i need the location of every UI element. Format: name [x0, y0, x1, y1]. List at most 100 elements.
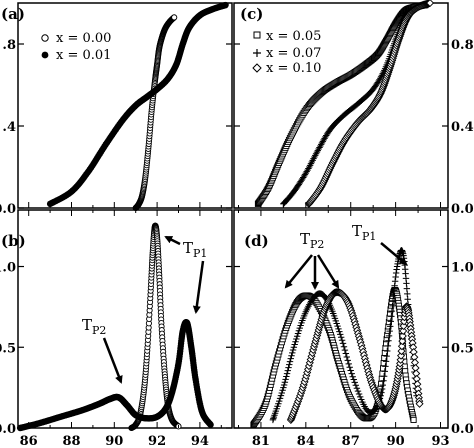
panel-d-series-1-point [292, 338, 299, 345]
panel-c-series-1-point [306, 163, 313, 171]
panel-d-series-2-point [415, 399, 424, 408]
legend-a-entry-1: x = 0.01 [56, 48, 111, 63]
panel-d-series-1-point [385, 337, 392, 344]
panel-d-series-1-point [289, 349, 296, 357]
panel-d-series-2-point [397, 347, 406, 356]
panel-d-x-tick-label: 87 [342, 434, 360, 448]
annotation-d-tp1-sub: P1 [362, 230, 376, 243]
legend-a-open-circle-marker [41, 34, 49, 42]
panel-d-series-1-point [346, 364, 353, 371]
panel-b-series-1-point [207, 421, 214, 428]
panel-d-series-1-point [270, 415, 277, 422]
panel-d-series-1-point [283, 370, 291, 377]
panel-d-series-1-point [354, 387, 362, 395]
panel-d-series-1-point [295, 327, 303, 334]
panel-d-series-1-point [347, 367, 354, 374]
panel-d-series-1-point [391, 282, 398, 289]
panel-b-x-tick-label: 90 [105, 434, 123, 448]
panel-d-series-1-point [352, 382, 360, 389]
panel-d-series-1-point [277, 392, 285, 399]
annotation-b-tp2: TP2 [82, 316, 123, 384]
legend-c-entry-2: x = 0.10 [266, 61, 321, 76]
panel-d-series-1-point [336, 328, 343, 335]
panel-d-series-1-point [372, 405, 380, 412]
panel-d-series-1-point [288, 352, 295, 359]
panel-d-series-1-point [342, 350, 350, 357]
panel-d-series-1-point [333, 320, 340, 327]
panel-d-series-1-point [340, 343, 348, 350]
panel-d-series-1-point [280, 384, 287, 391]
panel-b-x-tick-label: 94 [191, 434, 209, 448]
annotation-b-tp2-arrow [102, 337, 123, 384]
panel-d-series-2-point [399, 326, 408, 335]
panel-d-series-1-point [384, 347, 391, 355]
panel-d-series-2-point [397, 342, 406, 351]
panel-d-series-1-point [275, 400, 282, 407]
panel-d-label: (d) [244, 232, 269, 250]
panel-d-series-1-point [348, 370, 355, 377]
panel-d-x-tick-label: 90 [387, 434, 405, 448]
annotation-b-tp2-text: T [82, 316, 92, 334]
panel-c-series-1-point [377, 73, 385, 80]
panel-d-series-1-point [404, 290, 411, 298]
panel-b-x-tick-label: 88 [62, 434, 80, 448]
panel-d-series-1-point [335, 325, 342, 333]
annotation-b-tp1-arrow-upper [164, 235, 181, 246]
legend-c-open-diamond-marker [252, 63, 262, 73]
panel-b-y-tick-label: 1.0 [0, 261, 16, 276]
annotation-b-tp2-sub: P2 [92, 324, 106, 337]
panel-d-series-1-point [345, 360, 352, 368]
panel-d-y-tick-label: 0.5 [451, 341, 474, 356]
panel-d-series-1-point [387, 318, 394, 325]
panel-d-series-1-point [351, 379, 358, 386]
panel-d-series-1-point [384, 342, 392, 350]
panel-d-series-1-point [389, 297, 397, 304]
panel-d-series-1-point [281, 379, 289, 386]
panel-d-frame [233, 209, 449, 429]
panel-d-y-tick-label: 0.0 [451, 422, 474, 437]
panel-d-series-1-point [294, 330, 302, 337]
panel-d-series-1 [269, 247, 420, 424]
panel-d-series-1-point [278, 389, 285, 397]
panel-d-series-1-point [388, 313, 395, 320]
panel-d-series-1-point [391, 278, 399, 285]
panel-d-series-1-point [338, 337, 346, 344]
panel-d-series-1-point [337, 331, 344, 338]
panel-d-series-1-point [386, 327, 393, 335]
legend-a-entry-0: x = 0.00 [56, 31, 111, 46]
panel-a-series-1 [46, 1, 229, 208]
legend-c-entry-1: x = 0.07 [266, 46, 321, 61]
panel-d-series-1-point [381, 368, 388, 375]
panel-c-y-tick-label: 0.4 [451, 120, 474, 135]
panel-d-series-1-point [280, 381, 288, 389]
panel-c-y-tick-label: 0.0 [451, 202, 474, 217]
panel-d-series-1-point [378, 385, 386, 393]
panel-d-series-1-point [390, 287, 398, 294]
panel-d-x-tick-label: 93 [431, 434, 449, 448]
panel-d-series-1-point [291, 341, 298, 348]
annotation-d-tp1: TP1 [352, 222, 408, 266]
panel-c-series-2-point [426, 0, 435, 8]
panel-d-series-1-point [379, 381, 387, 389]
panel-a-series-1-point [222, 1, 229, 9]
panel-d-series-1-point [388, 307, 396, 315]
panel-d-series-1-point [285, 364, 292, 371]
legend-panel-c: x = 0.05 x = 0.07 x = 0.10 [252, 29, 321, 76]
panel-d-series-1-point [392, 273, 399, 281]
panel-d-series-1-point [404, 295, 411, 303]
panel-a-y-tick-label: .4 [2, 120, 16, 135]
panel-d-series-1-point [356, 393, 364, 401]
panel-b-frame [17, 209, 233, 429]
panel-d-series-1-point [276, 395, 284, 402]
annotation-b-tp1-sub: P1 [193, 247, 207, 260]
panel-d-series-1-point [378, 389, 385, 396]
panel-c-series-1-point [305, 165, 312, 172]
panel-b-label: (b) [1, 232, 26, 250]
panel-d-series-1-point [293, 333, 301, 340]
panel-d-series-1-point [380, 373, 388, 380]
panel-d-series-1-point [339, 340, 347, 347]
annotation-b-tp1: TP1 [164, 235, 207, 314]
panel-d-series-1-point [293, 335, 300, 343]
panel-d-series-1-point [383, 352, 390, 360]
panel-c-series-1-point [312, 152, 319, 159]
